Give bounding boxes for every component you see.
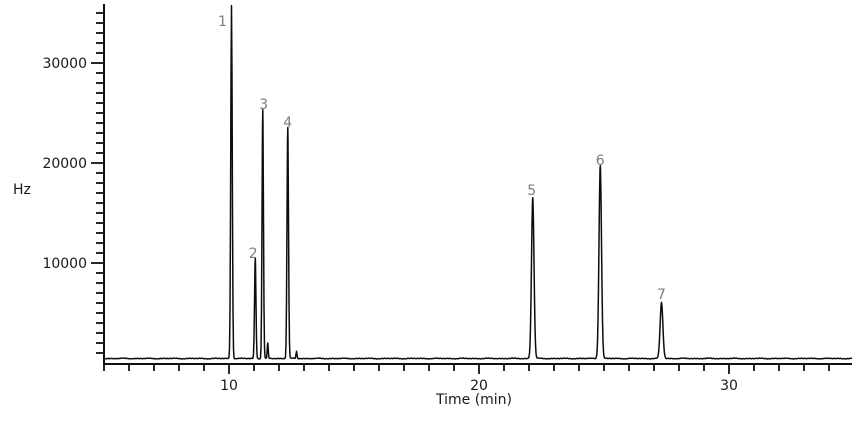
peak-label: 5: [527, 183, 536, 199]
x-axis-labels: 10 20 30: [220, 378, 738, 394]
y-axis-ticks: [91, 12, 104, 354]
y-axis-unit-label: Hz: [13, 182, 31, 198]
y-tick-label: 30000: [42, 56, 87, 72]
x-axis-title: Time (min): [435, 392, 513, 408]
peak-label: 6: [596, 153, 605, 169]
x-tick-label: 30: [720, 378, 738, 394]
y-axis-labels: 10000 20000 30000: [42, 56, 87, 272]
x-axis-ticks: [103, 365, 830, 374]
peak-label: 1: [218, 14, 227, 30]
peak-label: 7: [657, 287, 666, 303]
peak-labels: 1 2 34 5 6 7: [218, 14, 666, 303]
x-tick-label: 20: [470, 378, 488, 394]
chromatogram-trace: [104, 4, 853, 360]
peak-label: 2: [249, 246, 258, 262]
y-tick-label: 10000: [42, 256, 87, 272]
peak-label: 4: [283, 115, 292, 131]
axis-lines: [103, 4, 852, 365]
x-tick-label: 10: [220, 378, 238, 394]
peak-label: 3: [259, 97, 268, 113]
y-tick-label: 20000: [42, 156, 87, 172]
